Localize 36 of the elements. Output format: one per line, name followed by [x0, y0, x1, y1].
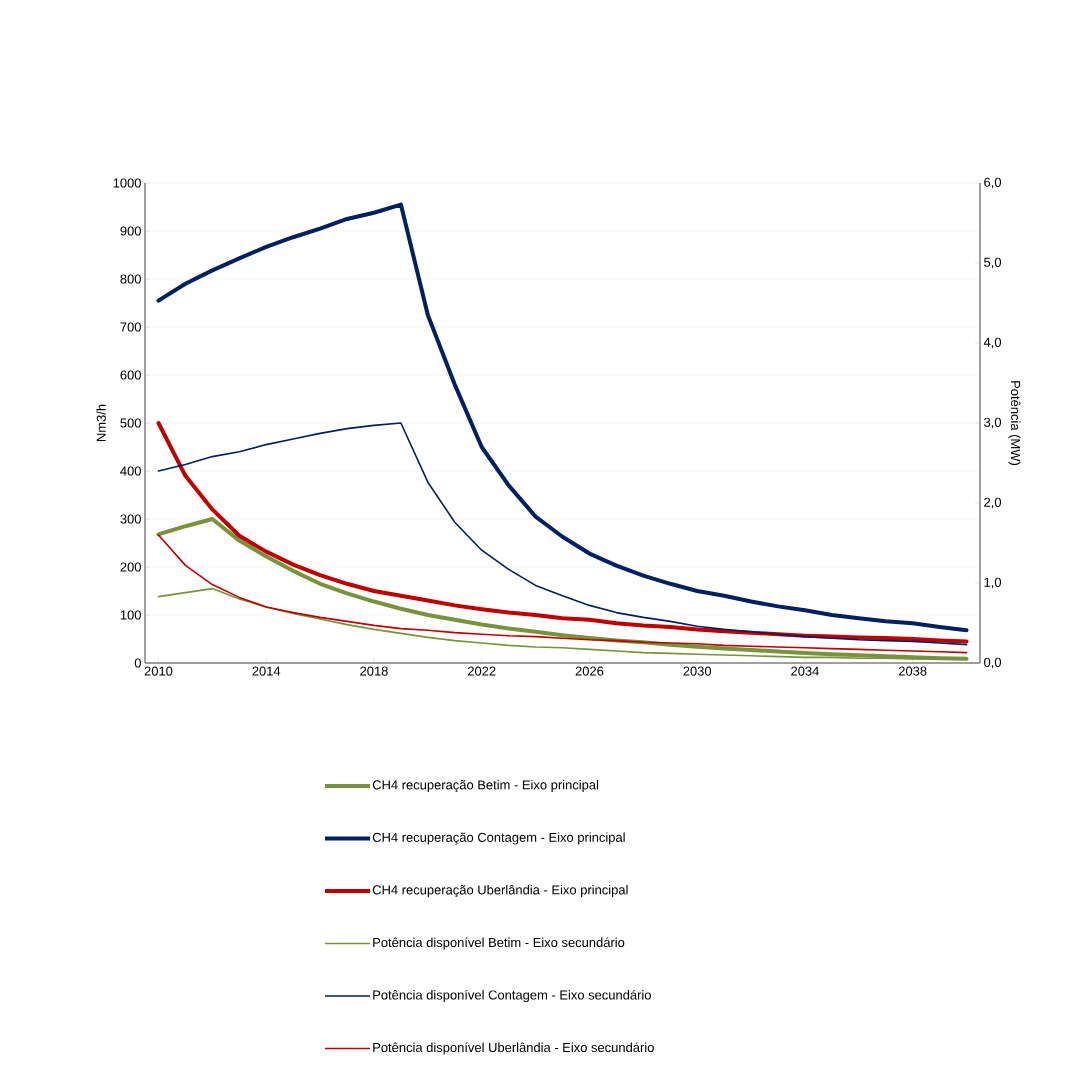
legend-label: Potência disponível Contagem - Eixo secundário [373, 989, 651, 1003]
line-series [156, 202, 969, 633]
y-tick-label: 700 [120, 322, 141, 332]
y-tick-label: 0 [134, 658, 141, 668]
y2-tick-label: 0,0 [984, 657, 1002, 669]
legend-label: CH4 recuperação Contagem - Eixo principal [372, 832, 625, 845]
y2-tick-label: 6,0 [984, 177, 1002, 189]
x-tick-label: 2030 [683, 666, 712, 676]
legend-label: CH4 recuperação Uberlândia - Eixo principal [372, 884, 628, 898]
y-tick-label: 200 [120, 562, 141, 572]
y2-tick-label: 2,0 [984, 497, 1002, 509]
x-tick-label: 2010 [144, 666, 173, 676]
x-tick-label: 2038 [898, 666, 927, 676]
y-tick-label: 400 [120, 466, 141, 476]
line-series [157, 534, 968, 654]
y-tick-label: 800 [120, 274, 141, 284]
x-tick-label: 2026 [575, 666, 604, 676]
legend-label: Potência disponível Betim - Eixo secundário [373, 937, 625, 950]
x-tick-label: 2034 [791, 666, 819, 676]
y-tick-label: 600 [120, 370, 141, 380]
y-axis-title: Nm3/h [96, 404, 106, 441]
x-tick-label: 2014 [252, 666, 281, 676]
x-tick-label: 2018 [360, 666, 388, 676]
legend-label: Potência disponível Uberlândia - Eixo secundário [373, 1042, 654, 1055]
y-tick-label: 100 [120, 610, 141, 620]
y2-tick-label: 4,0 [983, 337, 1002, 349]
y-tick-label: 900 [120, 226, 141, 236]
y2-tick-label: 1,0 [984, 577, 1002, 589]
x-tick-label: 2022 [467, 666, 496, 676]
y-tick-label: 300 [120, 514, 141, 524]
y2-axis-title: Potência (MW) [1008, 381, 1021, 465]
y2-tick-label: 5,0 [984, 257, 1002, 269]
legend-label: CH4 recuperação Betim - Eixo principal [372, 779, 599, 793]
y-tick-label: 1000 [113, 178, 141, 188]
y2-tick-label: 3,0 [984, 417, 1002, 429]
y-tick-label: 500 [120, 418, 141, 428]
